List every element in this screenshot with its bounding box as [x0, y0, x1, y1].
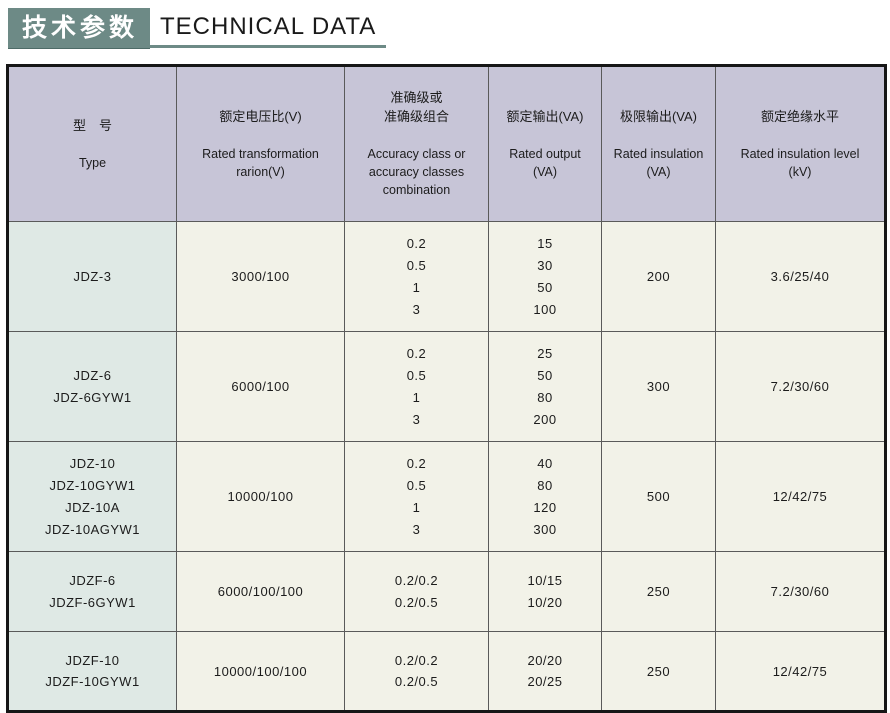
header-row: 型 号 Type 额定电压比(V) Rated transformation r… — [7, 64, 886, 223]
technical-data-table: 型 号 Type 额定电压比(V) Rated transformation r… — [6, 64, 887, 713]
cell-insulation-level: 12/42/75 — [715, 441, 886, 553]
cell-type: JDZ-10 JDZ-10GYW1 JDZ-10A JDZ-10AGYW1 — [7, 441, 177, 553]
cell-insulation-level: 3.6/25/40 — [715, 221, 886, 333]
column-header-insulation-level-en: Rated insulation level (kV) — [740, 146, 860, 179]
cell-accuracy-class: 0.2 0.5 1 3 — [344, 441, 489, 553]
table-row-jdzf6: JDZF-6 JDZF-6GYW1 6000/100/100 0.2/0.2 0… — [7, 551, 886, 633]
cell-type: JDZF-6 JDZF-6GYW1 — [7, 551, 177, 633]
table-header: 型 号 Type 额定电压比(V) Rated transformation r… — [7, 64, 886, 223]
column-header-accuracy-class-cn: 准确级或 准确级组合 — [383, 90, 449, 124]
column-header-voltage-ratio: 额定电压比(V) Rated transformation rarion(V) — [176, 64, 345, 223]
cell-voltage-ratio: 10000/100 — [176, 441, 345, 553]
cell-voltage-ratio: 6000/100/100 — [176, 551, 345, 633]
cell-rated-output: 20/20 20/25 — [488, 631, 602, 713]
column-header-voltage-ratio-cn: 额定电压比(V) — [219, 108, 302, 124]
column-header-insulation-level-cn: 额定绝缘水平 — [760, 108, 839, 124]
table-row-jdz6: JDZ-6 JDZ-6GYW1 6000/100 0.2 0.5 1 3 25 … — [7, 331, 886, 443]
column-header-accuracy-class: 准确级或 准确级组合 Accuracy class or accuracy cl… — [344, 64, 489, 223]
page-title: 技术参数 TECHNICAL DATA — [8, 8, 890, 48]
title-english: TECHNICAL DATA — [150, 13, 387, 48]
cell-type: JDZF-10 JDZF-10GYW1 — [7, 631, 177, 713]
column-header-insulation-level: 额定绝缘水平 Rated insulation level (kV) — [715, 64, 886, 223]
table-body: JDZ-3 3000/100 0.2 0.5 1 3 15 30 50 100 … — [7, 221, 886, 713]
cell-accuracy-class: 0.2/0.2 0.2/0.5 — [344, 551, 489, 633]
cell-limit-output: 250 — [601, 551, 716, 633]
cell-insulation-level: 12/42/75 — [715, 631, 886, 713]
column-header-rated-output: 额定输出(VA) Rated output (VA) — [488, 64, 602, 223]
table-row-jdz10: JDZ-10 JDZ-10GYW1 JDZ-10A JDZ-10AGYW1 10… — [7, 441, 886, 553]
column-header-limit-output: 极限输出(VA) Rated insulation (VA) — [601, 64, 716, 223]
column-header-voltage-ratio-en: Rated transformation rarion(V) — [202, 146, 319, 179]
table-row-jdz3: JDZ-3 3000/100 0.2 0.5 1 3 15 30 50 100 … — [7, 221, 886, 333]
cell-type: JDZ-6 JDZ-6GYW1 — [7, 331, 177, 443]
table-row-jdzf10: JDZF-10 JDZF-10GYW1 10000/100/100 0.2/0.… — [7, 631, 886, 713]
column-header-type: 型 号 Type — [7, 64, 177, 223]
cell-rated-output: 40 80 120 300 — [488, 441, 602, 553]
column-header-type-en: Type — [78, 155, 107, 170]
column-header-limit-output-cn: 极限输出(VA) — [619, 108, 698, 124]
cell-rated-output: 15 30 50 100 — [488, 221, 602, 333]
title-chinese-box: 技术参数 — [8, 8, 151, 48]
column-header-rated-output-en: Rated output (VA) — [509, 146, 581, 179]
cell-accuracy-class: 0.2/0.2 0.2/0.5 — [344, 631, 489, 713]
cell-accuracy-class: 0.2 0.5 1 3 — [344, 331, 489, 443]
cell-limit-output: 200 — [601, 221, 716, 333]
column-header-rated-output-cn: 额定输出(VA) — [506, 108, 584, 124]
cell-insulation-level: 7.2/30/60 — [715, 551, 886, 633]
column-header-limit-output-en: Rated insulation (VA) — [613, 146, 704, 179]
cell-limit-output: 500 — [601, 441, 716, 553]
cell-accuracy-class: 0.2 0.5 1 3 — [344, 221, 489, 333]
column-header-accuracy-class-en: Accuracy class or accuracy classes combi… — [367, 146, 466, 198]
cell-voltage-ratio: 3000/100 — [176, 221, 345, 333]
cell-rated-output: 25 50 80 200 — [488, 331, 602, 443]
cell-insulation-level: 7.2/30/60 — [715, 331, 886, 443]
column-header-type-cn: 型 号 — [72, 117, 112, 133]
cell-voltage-ratio: 6000/100 — [176, 331, 345, 443]
cell-rated-output: 10/15 10/20 — [488, 551, 602, 633]
cell-limit-output: 250 — [601, 631, 716, 713]
title-chinese: 技术参数 — [22, 13, 139, 42]
cell-voltage-ratio: 10000/100/100 — [176, 631, 345, 713]
cell-limit-output: 300 — [601, 331, 716, 443]
cell-type: JDZ-3 — [7, 221, 177, 333]
